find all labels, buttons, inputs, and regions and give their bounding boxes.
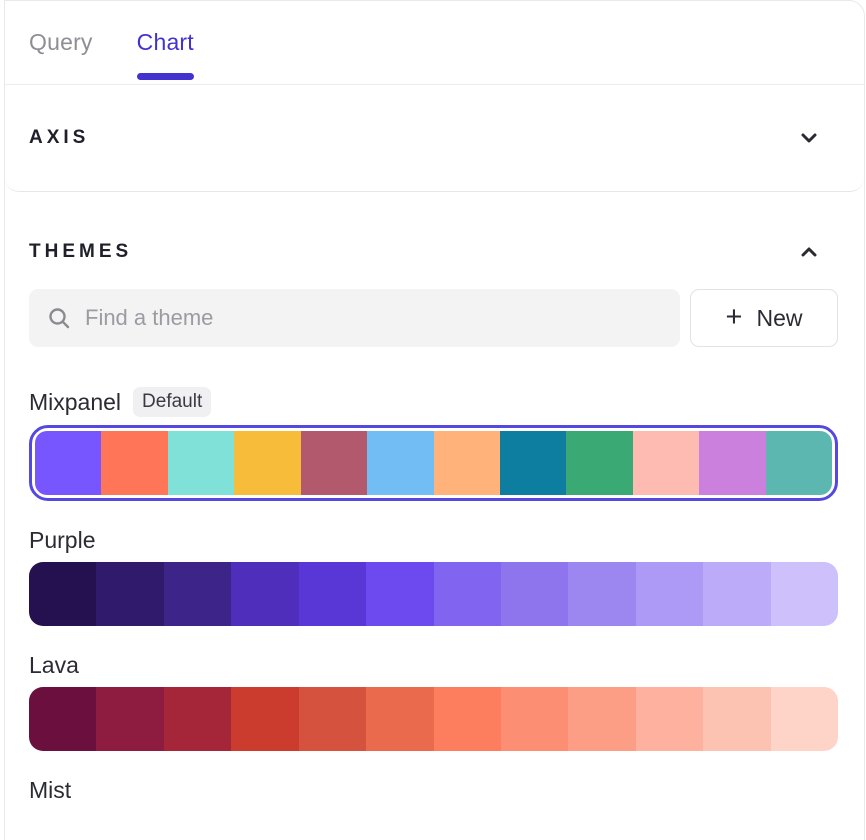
swatch-color	[234, 431, 301, 495]
theme-swatch-row-lava[interactable]	[29, 687, 838, 751]
chevron-up-icon[interactable]	[798, 241, 820, 263]
swatch-color	[703, 562, 771, 626]
swatch-color	[765, 431, 832, 495]
theme-swatch-row-purple[interactable]	[29, 562, 838, 626]
swatch-color	[566, 431, 633, 495]
theme-name: Purple	[29, 527, 96, 553]
swatch-color	[635, 687, 704, 751]
swatch-color	[366, 687, 434, 751]
swatch-color	[29, 687, 97, 751]
swatch-color	[96, 687, 164, 751]
swatch-color	[500, 562, 569, 626]
theme-search-row: + New	[5, 289, 864, 347]
theme-label-row: Purple	[29, 527, 838, 554]
themes-section-header[interactable]: THEMES	[5, 192, 864, 289]
axis-section[interactable]: AXIS	[5, 85, 864, 192]
tab-query[interactable]: Query	[29, 1, 93, 84]
swatch-color	[433, 431, 500, 495]
swatch-color	[367, 431, 434, 495]
swatch-color	[770, 687, 838, 751]
swatch-color	[298, 687, 367, 751]
plus-icon: +	[725, 300, 743, 333]
swatch-bar	[29, 687, 838, 751]
swatch-color	[366, 562, 434, 626]
axis-section-title: AXIS	[29, 127, 90, 148]
swatch-color	[163, 562, 232, 626]
swatch-color	[499, 431, 567, 495]
swatch-color	[433, 687, 501, 751]
swatch-color	[231, 687, 299, 751]
swatch-color	[632, 431, 700, 495]
tab-bar: Query Chart	[5, 1, 864, 85]
swatch-color	[500, 687, 569, 751]
new-theme-button-label: New	[756, 304, 803, 331]
swatch-color	[96, 562, 164, 626]
chevron-down-icon[interactable]	[798, 127, 820, 149]
themes-section-title: THEMES	[29, 241, 133, 262]
theme-search-input[interactable]	[85, 305, 662, 331]
swatch-color	[167, 431, 235, 495]
tab-query-label: Query	[29, 29, 93, 55]
swatch-color	[101, 431, 168, 495]
chart-settings-panel: Query Chart AXIS THEMES +	[4, 0, 865, 840]
swatch-color	[29, 562, 97, 626]
theme-label-row: Mist	[29, 777, 838, 804]
theme-search-box[interactable]	[29, 289, 680, 347]
theme-item-mixpanel: Mixpanel Default	[29, 387, 838, 501]
swatch-color	[163, 687, 232, 751]
swatch-color	[298, 562, 367, 626]
swatch-color	[568, 562, 636, 626]
search-icon	[49, 308, 70, 329]
swatch-color	[300, 431, 368, 495]
theme-list: Mixpanel Default Purple Lava Mist	[5, 347, 864, 804]
new-theme-button[interactable]: + New	[690, 289, 838, 347]
theme-name: Mist	[29, 777, 72, 803]
theme-swatch-row-mixpanel[interactable]	[29, 425, 838, 501]
theme-label-row: Lava	[29, 652, 838, 679]
swatch-color	[770, 562, 838, 626]
swatch-color	[231, 562, 299, 626]
default-badge: Default	[133, 387, 212, 417]
theme-name: Mixpanel	[29, 388, 122, 415]
swatch-color	[703, 687, 771, 751]
swatch-bar	[35, 431, 832, 495]
swatch-color	[635, 562, 704, 626]
theme-item-lava: Lava	[29, 652, 838, 751]
swatch-color	[568, 687, 636, 751]
theme-item-purple: Purple	[29, 527, 838, 626]
theme-item-mist: Mist	[29, 777, 838, 804]
swatch-bar	[29, 562, 838, 626]
swatch-color	[433, 562, 501, 626]
swatch-color	[35, 431, 102, 495]
active-tab-underline	[136, 73, 194, 80]
theme-label-row: Mixpanel Default	[29, 387, 838, 417]
theme-name: Lava	[29, 652, 79, 678]
swatch-color	[699, 431, 766, 495]
tab-chart-label: Chart	[136, 29, 194, 55]
tab-chart[interactable]: Chart	[136, 1, 194, 84]
